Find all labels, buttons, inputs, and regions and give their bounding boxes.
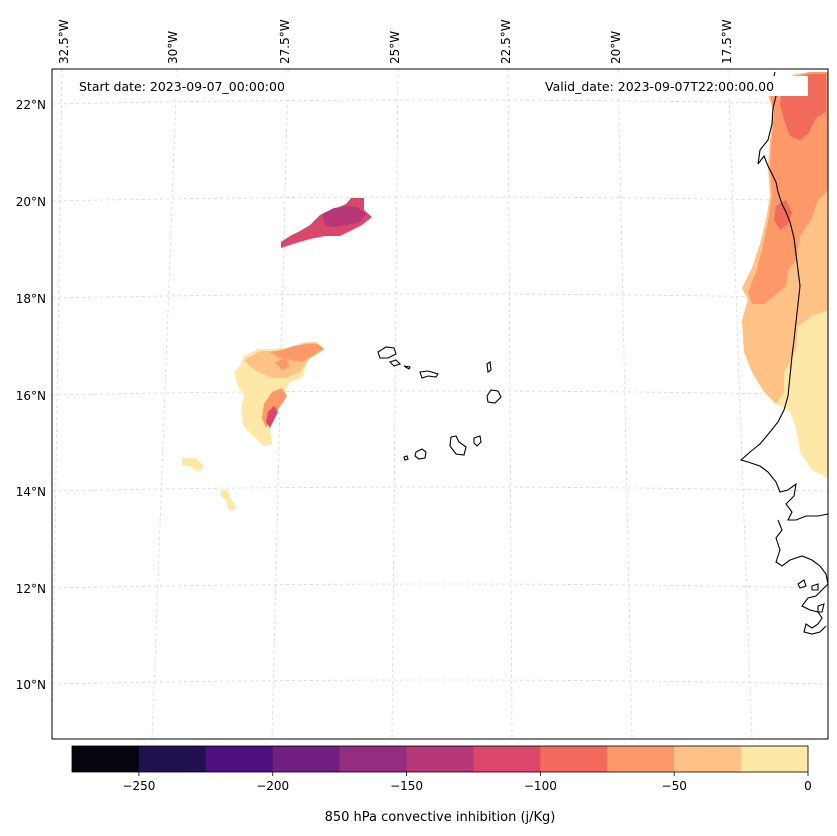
lat-label-18n: 18°N — [16, 292, 46, 306]
start-date-box — [72, 76, 312, 96]
cin-patch-east-coral-2 — [774, 200, 792, 230]
parallel-22n — [52, 99, 828, 105]
colorbar-swatch — [339, 746, 408, 772]
island-santa-luzia — [403, 365, 411, 370]
africa-coastline — [739, 71, 828, 635]
parallel-14n — [52, 486, 828, 492]
colorbar-swatch — [741, 746, 809, 772]
colorbar-label: 850 hPa convective inhibition (j/Kg) — [325, 810, 556, 825]
island-maio — [473, 435, 482, 447]
lon-label-25w: 25°W — [388, 31, 402, 64]
lon-label-27-5w: 27.5°W — [278, 19, 292, 64]
valid-date-text: Valid_date: 2023-09-07T22:00:00.00 — [545, 79, 774, 94]
colorbar-tick-label: 0 — [804, 779, 812, 793]
island-fogo — [414, 448, 427, 460]
map-content — [52, 69, 828, 739]
coast-gambia-guinea-bissau — [775, 519, 828, 635]
cin-contours — [182, 72, 828, 510]
meridian-17-5w — [727, 69, 753, 739]
meridian-27-5w — [271, 69, 289, 739]
lat-label-16n: 16°N — [16, 389, 46, 403]
parallel-10n — [52, 679, 828, 685]
meridian-30w — [151, 69, 178, 739]
cin-patch-north-core — [322, 206, 366, 227]
map-frame — [51, 68, 829, 740]
colorbar-swatch — [272, 746, 341, 772]
parallel-18n — [52, 293, 828, 299]
colorbar-tick-label: −250 — [122, 779, 155, 793]
cin-patch-central-pink — [275, 358, 290, 370]
island-brava — [403, 455, 409, 461]
start-date-annotation: Start date: 2023-09-07_00:00:00 — [72, 76, 312, 96]
cin-patch-sw-1 — [182, 458, 204, 472]
coast-bijagos-islands — [797, 579, 825, 613]
parallel-16n — [52, 390, 828, 396]
colorbar-swatch — [540, 746, 608, 772]
colorbar: −250 −200 −150 −100 −50 0 — [71, 745, 812, 793]
meridian-25w — [391, 69, 399, 739]
map-background — [52, 69, 828, 739]
parallel-12n — [52, 583, 828, 589]
cape-verde-islands — [377, 346, 502, 461]
colorbar-swatch — [674, 746, 742, 772]
meridian-32-5w — [52, 69, 63, 739]
meridian-22-5w — [507, 69, 513, 739]
colorbar-tick-label: −150 — [390, 779, 423, 793]
colorbar-swatch — [138, 746, 207, 772]
lon-label-30w: 30°W — [166, 31, 180, 64]
lat-label-12n: 12°N — [16, 582, 46, 596]
longitude-labels: 32.5°W 30°W 27.5°W 25°W 22.5°W 20°W 17.5… — [57, 19, 734, 64]
lat-label-20n: 20°N — [16, 195, 46, 209]
meridian-20w — [617, 69, 633, 739]
lat-label-14n: 14°N — [16, 485, 46, 499]
gridlines — [52, 69, 828, 739]
island-sal — [486, 361, 492, 373]
island-boa-vista — [486, 389, 502, 404]
island-santiago — [449, 435, 467, 456]
colorbar-swatch — [205, 746, 274, 772]
colorbar-tick-label: −50 — [662, 779, 687, 793]
latitude-labels: 22°N 20°N 18°N 16°N 14°N 12°N 10°N — [16, 98, 46, 692]
colorbar-tick-label: −100 — [524, 779, 557, 793]
colorbar-swatch — [406, 746, 474, 772]
cin-patch-sw-2 — [221, 490, 236, 510]
start-date-text: Start date: 2023-09-07_00:00:00 — [79, 79, 285, 94]
valid-date-box — [538, 76, 808, 96]
cin-patch-central-red — [266, 406, 278, 428]
lon-label-22-5w: 22.5°W — [499, 19, 513, 64]
lon-label-32-5w: 32.5°W — [57, 19, 71, 64]
lat-label-10n: 10°N — [16, 678, 46, 692]
colorbar-swatch — [473, 746, 541, 772]
lat-label-22n: 22°N — [16, 98, 46, 112]
cin-patch-central-salmon — [270, 344, 324, 362]
island-sao-nicolau — [419, 370, 439, 379]
colorbar-swatch — [607, 746, 675, 772]
colorbar-frame — [71, 745, 809, 773]
coast-mauritania-senegal — [739, 71, 828, 521]
island-santo-antao — [377, 346, 397, 359]
colorbar-swatch — [72, 746, 140, 772]
island-sao-vicente — [388, 359, 402, 367]
parallel-20n — [52, 196, 828, 202]
colorbar-tick-label: −200 — [256, 779, 289, 793]
valid-date-annotation: Valid_date: 2023-09-07T22:00:00.00 — [538, 76, 808, 96]
lon-label-20w: 20°W — [609, 31, 623, 64]
lon-label-17-5w: 17.5°W — [720, 19, 734, 64]
